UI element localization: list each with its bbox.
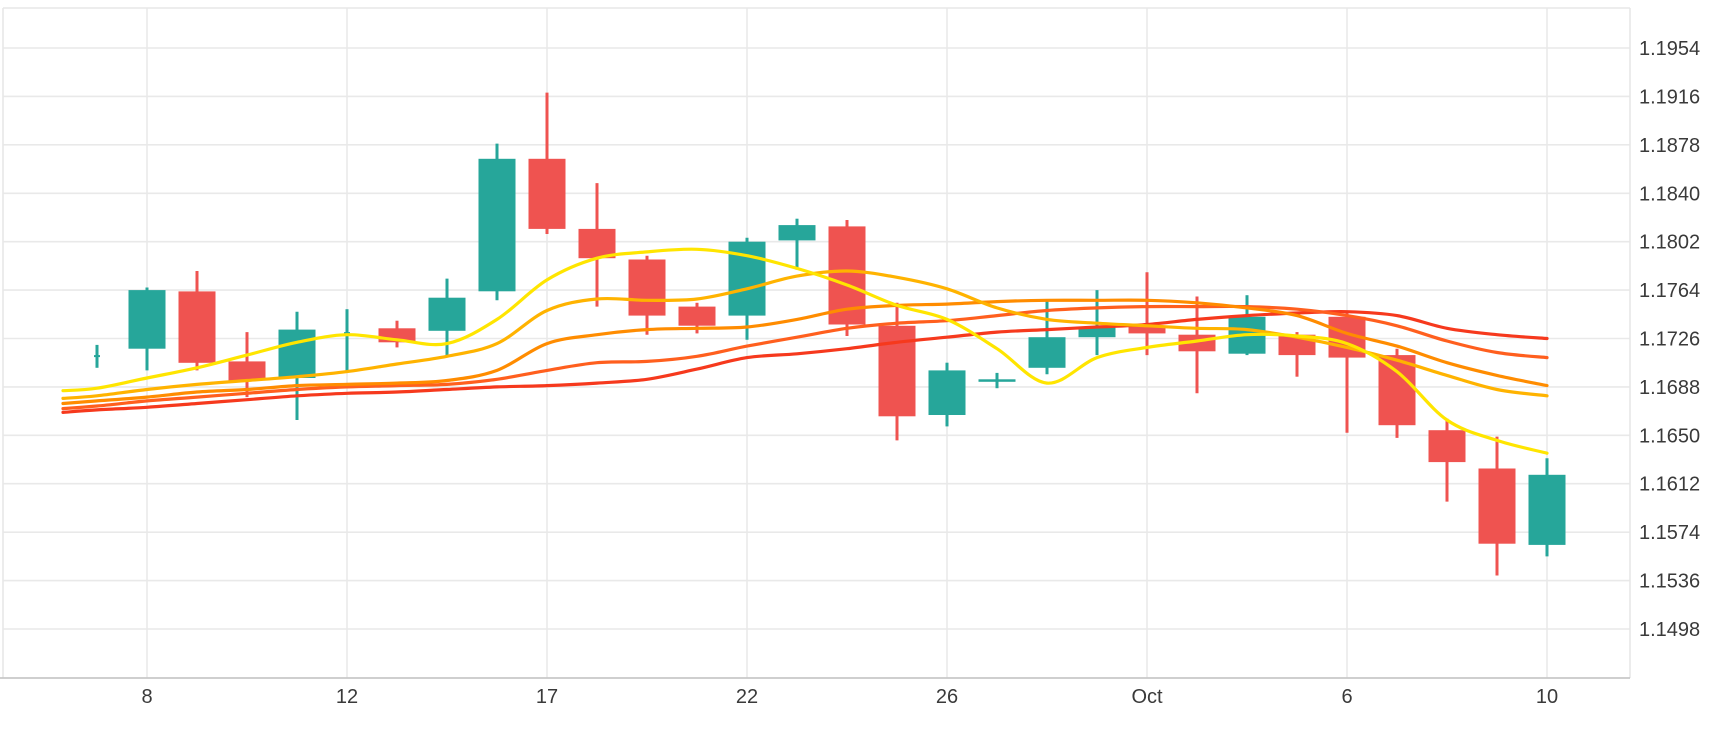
candle-body	[978, 379, 1016, 382]
candle-body	[1528, 474, 1566, 545]
candle-body	[628, 259, 666, 316]
y-axis-price-scale[interactable]: 1.1954 1.1916 1.1878 1.1840 1.1802 1.1764 1.17…	[1639, 38, 1700, 641]
candle-body	[478, 158, 516, 292]
candle-down[interactable]	[178, 271, 216, 371]
ma-yellow-line[interactable]	[61, 247, 1549, 455]
ma-deep-orange-line[interactable]	[61, 304, 1549, 411]
candle-up[interactable]	[978, 372, 1016, 389]
ma-red-line[interactable]	[61, 310, 1549, 414]
candle-up[interactable]	[128, 287, 166, 371]
y-axis-tick-label: 1.1802	[1639, 232, 1700, 254]
candle-body	[1078, 327, 1116, 338]
candle-body	[928, 370, 966, 415]
candle-down[interactable]	[578, 183, 616, 307]
y-axis-tick-label: 1.1536	[1639, 571, 1700, 593]
x-axis-tick-label: 26	[936, 686, 958, 708]
y-axis-tick-label: 1.1612	[1639, 474, 1700, 496]
candle-body	[1378, 355, 1416, 426]
candle-up[interactable]	[1228, 295, 1266, 356]
candle-up[interactable]	[94, 344, 100, 368]
candle-body	[94, 355, 100, 358]
candle-body	[778, 225, 816, 241]
candle-down[interactable]	[1378, 348, 1416, 438]
y-axis-tick-label: 1.1840	[1639, 183, 1700, 205]
candle-up[interactable]	[1528, 458, 1566, 557]
candle-up[interactable]	[928, 362, 966, 427]
candles-layer	[94, 92, 1566, 576]
candle-down[interactable]	[228, 332, 266, 398]
x-axis-time-scale[interactable]: 8 12 17 22 26 Oct 6 10	[141, 686, 1558, 708]
y-axis-tick-label: 1.1574	[1639, 522, 1700, 544]
y-axis-tick-label: 1.1878	[1639, 135, 1700, 157]
y-axis-tick-label: 1.1916	[1639, 86, 1700, 108]
y-axis-tick-label: 1.1688	[1639, 377, 1700, 399]
candle-down[interactable]	[828, 220, 866, 336]
x-axis-tick-label: 6	[1341, 686, 1352, 708]
candle-body	[1428, 430, 1466, 463]
x-axis-tick-label: Oct	[1131, 686, 1163, 708]
candle-body	[128, 290, 166, 349]
ma-orange-line[interactable]	[61, 298, 1549, 406]
candle-body	[1028, 337, 1066, 368]
candle-body	[528, 158, 566, 229]
candle-down[interactable]	[1178, 296, 1216, 394]
y-axis-tick-label: 1.1954	[1639, 38, 1700, 60]
candle-body	[678, 306, 716, 326]
y-axis-tick-label: 1.1498	[1639, 619, 1700, 641]
candle-down[interactable]	[1328, 313, 1366, 433]
candle-up[interactable]	[1028, 299, 1066, 375]
candle-down[interactable]	[1128, 272, 1166, 356]
x-axis-tick-label: 12	[336, 686, 358, 708]
candle-body	[1478, 468, 1516, 544]
candle-up[interactable]	[278, 311, 316, 420]
candle-down[interactable]	[1478, 436, 1516, 576]
candle-body	[578, 228, 616, 259]
y-axis-tick-label: 1.1764	[1639, 280, 1700, 302]
x-axis-tick-label: 8	[141, 686, 152, 708]
candle-up[interactable]	[478, 143, 516, 301]
candle-down[interactable]	[628, 255, 666, 335]
x-axis-tick-label: 10	[1536, 686, 1558, 708]
x-axis-tick-label: 22	[736, 686, 758, 708]
candle-up[interactable]	[344, 309, 350, 372]
plot-borders	[0, 7, 1631, 679]
x-axis-tick-label: 17	[536, 686, 558, 708]
candle-down[interactable]	[1428, 418, 1466, 502]
y-axis-tick-label: 1.1650	[1639, 425, 1700, 447]
candle-body	[428, 297, 466, 331]
candle-body	[228, 361, 266, 381]
candle-up[interactable]	[778, 218, 816, 270]
y-axis-tick-label: 1.1726	[1639, 329, 1700, 351]
candle-body	[1128, 325, 1166, 334]
ma-lines-layer	[61, 247, 1549, 455]
candle-body	[178, 291, 216, 363]
candle-down[interactable]	[528, 92, 566, 234]
candle-down[interactable]	[378, 320, 416, 348]
candle-body	[278, 329, 316, 378]
